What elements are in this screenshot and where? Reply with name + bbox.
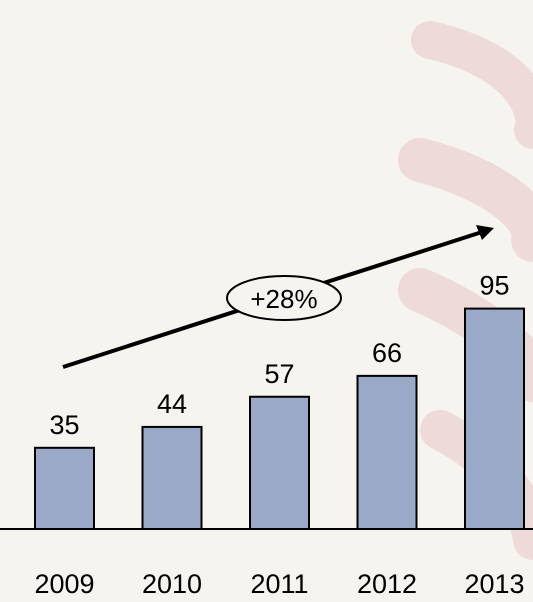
trend-annotation: +28%	[62, 225, 494, 369]
value-labels: 35 44 57 66 95	[49, 271, 509, 440]
growth-rate-label: +28%	[250, 284, 317, 314]
x-tick-label-2010: 2010	[142, 569, 202, 599]
value-label-2012: 66	[372, 338, 402, 368]
bar-series	[34, 307, 525, 531]
x-tick-labels: 2009 2010 2011 2012 2013	[34, 569, 524, 599]
bar-2013	[464, 307, 525, 530]
value-label-2010: 44	[157, 389, 187, 419]
x-tick-label-2011: 2011	[250, 569, 308, 599]
value-label-2011: 57	[264, 359, 294, 389]
value-label-2009: 35	[49, 410, 79, 440]
trend-arrow-head	[476, 225, 494, 240]
value-label-2013: 95	[479, 271, 509, 301]
bar-2010	[141, 425, 203, 531]
bar-2009	[34, 446, 95, 530]
growth-rate-badge	[226, 275, 342, 321]
bar-2012	[356, 374, 418, 530]
bar-2011	[249, 395, 310, 531]
x-tick-label-2013: 2013	[464, 569, 524, 599]
x-tick-label-2009: 2009	[34, 569, 94, 599]
x-tick-label-2012: 2012	[357, 569, 417, 599]
